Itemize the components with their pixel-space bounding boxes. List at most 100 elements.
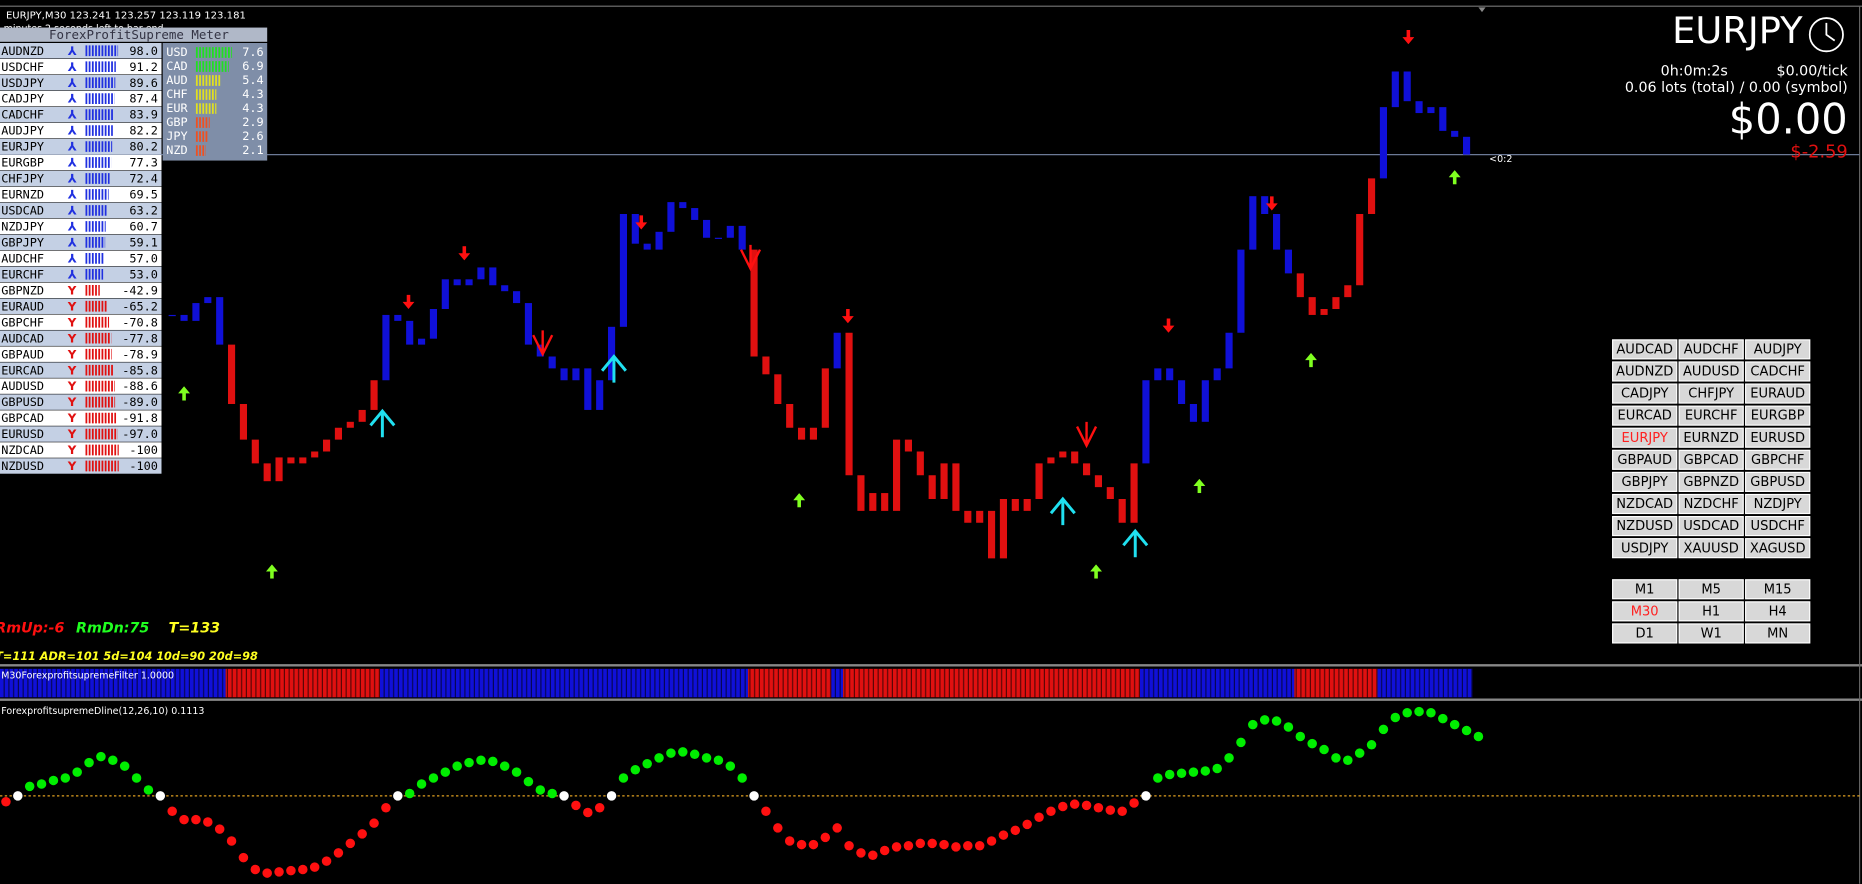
pair-name: EURUSD — [1, 427, 44, 441]
button-label[interactable]: USDJPY — [1621, 541, 1668, 556]
dline-dot — [48, 775, 59, 786]
button[interactable] — [1745, 339, 1811, 360]
button-label[interactable]: EURJPY — [1622, 431, 1668, 446]
button[interactable] — [1678, 361, 1744, 382]
button[interactable] — [1745, 361, 1811, 382]
button-label[interactable]: GBPAUD — [1617, 453, 1672, 468]
button[interactable] — [1745, 515, 1811, 537]
candle — [1261, 196, 1269, 214]
pair-name: EURAUD — [1, 299, 44, 313]
button[interactable] — [1612, 427, 1678, 448]
button-label[interactable]: CHFJPY — [1688, 387, 1734, 402]
button-label[interactable]: AUDCHF — [1684, 342, 1739, 357]
button-label[interactable]: M15 — [1764, 582, 1792, 597]
button[interactable] — [1678, 623, 1744, 644]
button-label[interactable]: EURCHF — [1685, 409, 1738, 424]
button[interactable] — [1678, 427, 1744, 448]
button-label[interactable]: AUDCAD — [1616, 342, 1673, 357]
button-label[interactable]: AUDNZD — [1616, 365, 1673, 380]
candle — [928, 475, 936, 499]
button-label[interactable]: AUDJPY — [1754, 342, 1802, 357]
meter-row — [0, 314, 162, 330]
button-label[interactable]: NZDCAD — [1616, 497, 1673, 512]
button-label[interactable]: EURCAD — [1618, 409, 1672, 424]
button-label[interactable]: USDCAD — [1683, 519, 1739, 534]
button-label[interactable]: W1 — [1701, 627, 1722, 642]
candle — [631, 214, 639, 244]
button[interactable] — [1745, 538, 1811, 559]
button-label[interactable]: GBPCHF — [1751, 453, 1804, 468]
dline-dot — [1259, 715, 1270, 725]
button-label[interactable]: EURAUD — [1750, 387, 1805, 402]
button[interactable] — [1678, 339, 1744, 360]
button[interactable] — [1745, 493, 1811, 515]
button-label[interactable]: GBPNZD — [1683, 475, 1739, 490]
button-label[interactable]: CADCHF — [1750, 365, 1805, 380]
loss: $-2.59 — [1790, 141, 1847, 162]
button-label[interactable]: H4 — [1769, 604, 1787, 619]
button[interactable] — [1678, 579, 1744, 600]
button[interactable] — [1612, 471, 1678, 492]
button[interactable] — [1745, 405, 1811, 426]
button[interactable] — [1745, 427, 1811, 448]
button[interactable] — [1745, 449, 1811, 470]
button-label[interactable]: XAUUSD — [1684, 541, 1739, 556]
button-label[interactable]: M5 — [1701, 582, 1721, 597]
dline-dot — [927, 838, 937, 849]
button-label[interactable]: AUDUSD — [1683, 365, 1739, 380]
button[interactable] — [1745, 579, 1811, 600]
button-label[interactable]: D1 — [1636, 627, 1654, 642]
dline-dot — [108, 755, 118, 765]
button-label[interactable]: H1 — [1702, 604, 1720, 619]
button[interactable] — [1745, 383, 1811, 404]
button-label[interactable]: NZDUSD — [1616, 519, 1673, 534]
button[interactable] — [1612, 383, 1678, 404]
button-label[interactable]: XAGUSD — [1750, 541, 1806, 556]
button[interactable] — [1678, 471, 1744, 492]
button[interactable] — [1612, 449, 1678, 470]
dline-dot — [286, 865, 296, 876]
candle — [643, 243, 651, 250]
button-label[interactable]: MN — [1767, 627, 1788, 642]
button[interactable] — [1745, 471, 1811, 492]
button[interactable] — [1678, 515, 1744, 537]
trend-icon: ⅄ — [67, 60, 77, 74]
button-label[interactable]: EURUSD — [1750, 431, 1805, 446]
button[interactable] — [1612, 493, 1678, 515]
button-label[interactable]: EURGBP — [1751, 409, 1805, 424]
button[interactable] — [1612, 515, 1678, 537]
pair-value: 60.7 — [129, 220, 158, 234]
button-label[interactable]: GBPJPY — [1622, 475, 1668, 490]
button-label[interactable]: M1 — [1635, 582, 1655, 597]
dline-dot — [72, 767, 82, 777]
button-label[interactable]: NZDCHF — [1684, 497, 1739, 512]
button-label[interactable]: CADJPY — [1621, 387, 1669, 402]
dline-dot — [844, 840, 854, 851]
candle — [560, 368, 568, 381]
button[interactable] — [1612, 538, 1678, 559]
button[interactable] — [1678, 405, 1744, 426]
button-label[interactable]: GBPUSD — [1750, 475, 1805, 490]
button-label[interactable]: GBPCAD — [1684, 453, 1739, 468]
button[interactable] — [1678, 493, 1744, 515]
candle — [418, 338, 426, 345]
button-label[interactable]: USDCHF — [1751, 519, 1805, 534]
button[interactable] — [1612, 579, 1678, 600]
button-label[interactable]: EURNZD — [1683, 431, 1739, 446]
button[interactable] — [1612, 361, 1678, 382]
button[interactable] — [1678, 449, 1744, 470]
button[interactable] — [1678, 383, 1744, 404]
button[interactable] — [1678, 601, 1744, 622]
button[interactable] — [1612, 339, 1678, 360]
button-label[interactable]: NZDJPY — [1754, 497, 1802, 512]
button-label[interactable]: M30 — [1631, 604, 1659, 619]
meter-row — [0, 43, 162, 59]
button[interactable] — [1745, 623, 1811, 644]
dline-dot — [1366, 740, 1377, 750]
button[interactable] — [1678, 538, 1744, 559]
button[interactable] — [1745, 601, 1811, 622]
button[interactable] — [1612, 601, 1678, 622]
button[interactable] — [1612, 623, 1678, 644]
button[interactable] — [1612, 405, 1678, 426]
candle — [940, 463, 948, 499]
